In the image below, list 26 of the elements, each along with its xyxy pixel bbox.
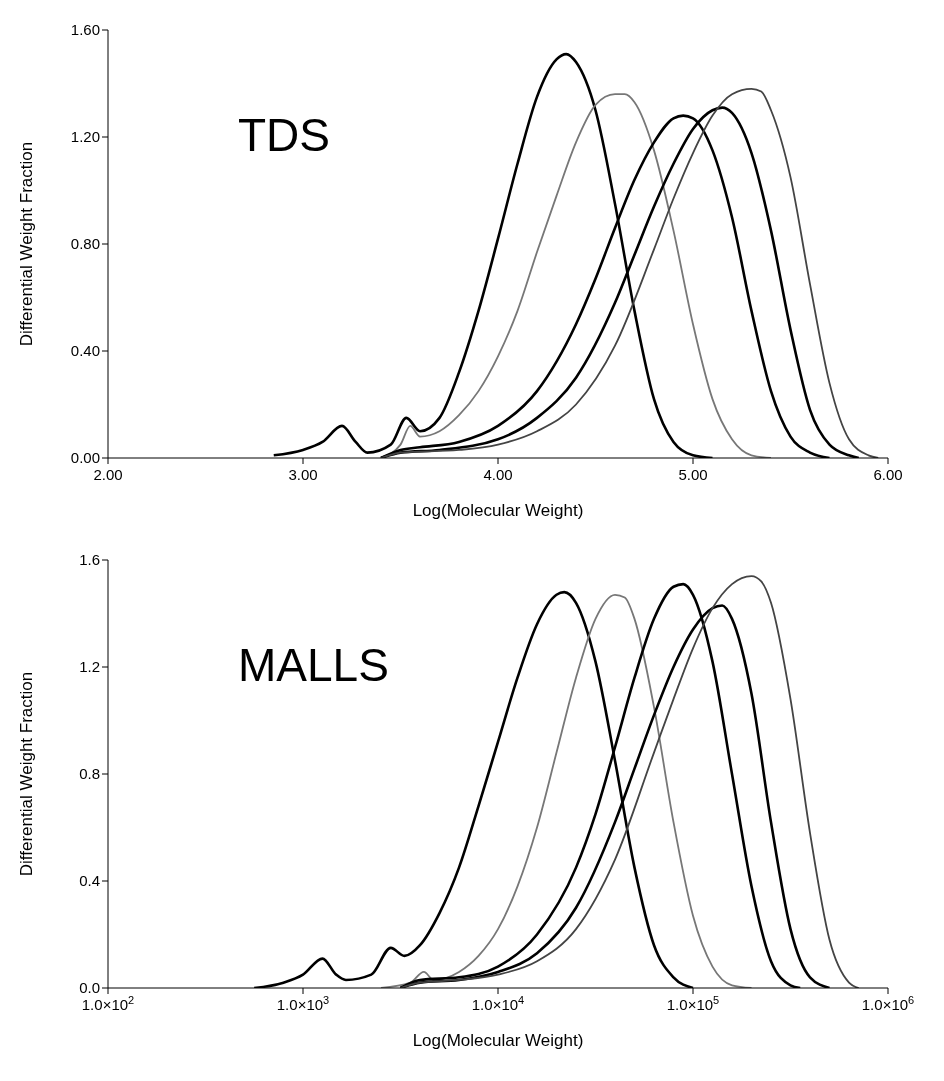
y-tick-label: 0.4 xyxy=(79,872,100,889)
y-tick-label: 1.20 xyxy=(70,128,100,145)
y-tick-label: 0.40 xyxy=(70,342,100,359)
y-tick-label: 0.80 xyxy=(70,235,100,252)
x-tick-label: 5.00 xyxy=(678,466,708,483)
y-tick-label: 1.6 xyxy=(79,551,100,568)
x-tick-label: 1.0×10$^{2}$ xyxy=(81,994,135,1013)
x-tick-label: 4.00 xyxy=(483,466,513,483)
y-axis-title: Differential Weight Fraction xyxy=(17,671,37,877)
annotation: TDS xyxy=(238,108,330,162)
x-tick-label: 1.0×10$^{4}$ xyxy=(471,994,525,1013)
x-tick-label: 1.0×10$^{5}$ xyxy=(666,994,720,1013)
x-tick-label: 2.00 xyxy=(93,466,123,483)
x-axis-title: Log(Molecular Weight) xyxy=(412,1031,584,1050)
y-tick-label: 1.60 xyxy=(70,21,100,38)
x-axis-title: Log(Molecular Weight) xyxy=(412,501,584,520)
y-axis-title: Differential Weight Fraction xyxy=(17,141,37,347)
annotation: MALLS xyxy=(238,638,389,692)
y-tick-label: 1.2 xyxy=(79,658,100,675)
y-tick-label: 0.00 xyxy=(70,449,100,466)
x-tick-label: 1.0×10$^{3}$ xyxy=(276,994,330,1013)
x-tick-label: 6.00 xyxy=(873,466,903,483)
x-tick-label: 3.00 xyxy=(288,466,318,483)
y-tick-label: 0.0 xyxy=(79,979,100,996)
x-tick-label: 1.0×10$^{6}$ xyxy=(861,994,915,1013)
y-tick-label: 0.8 xyxy=(79,765,100,782)
